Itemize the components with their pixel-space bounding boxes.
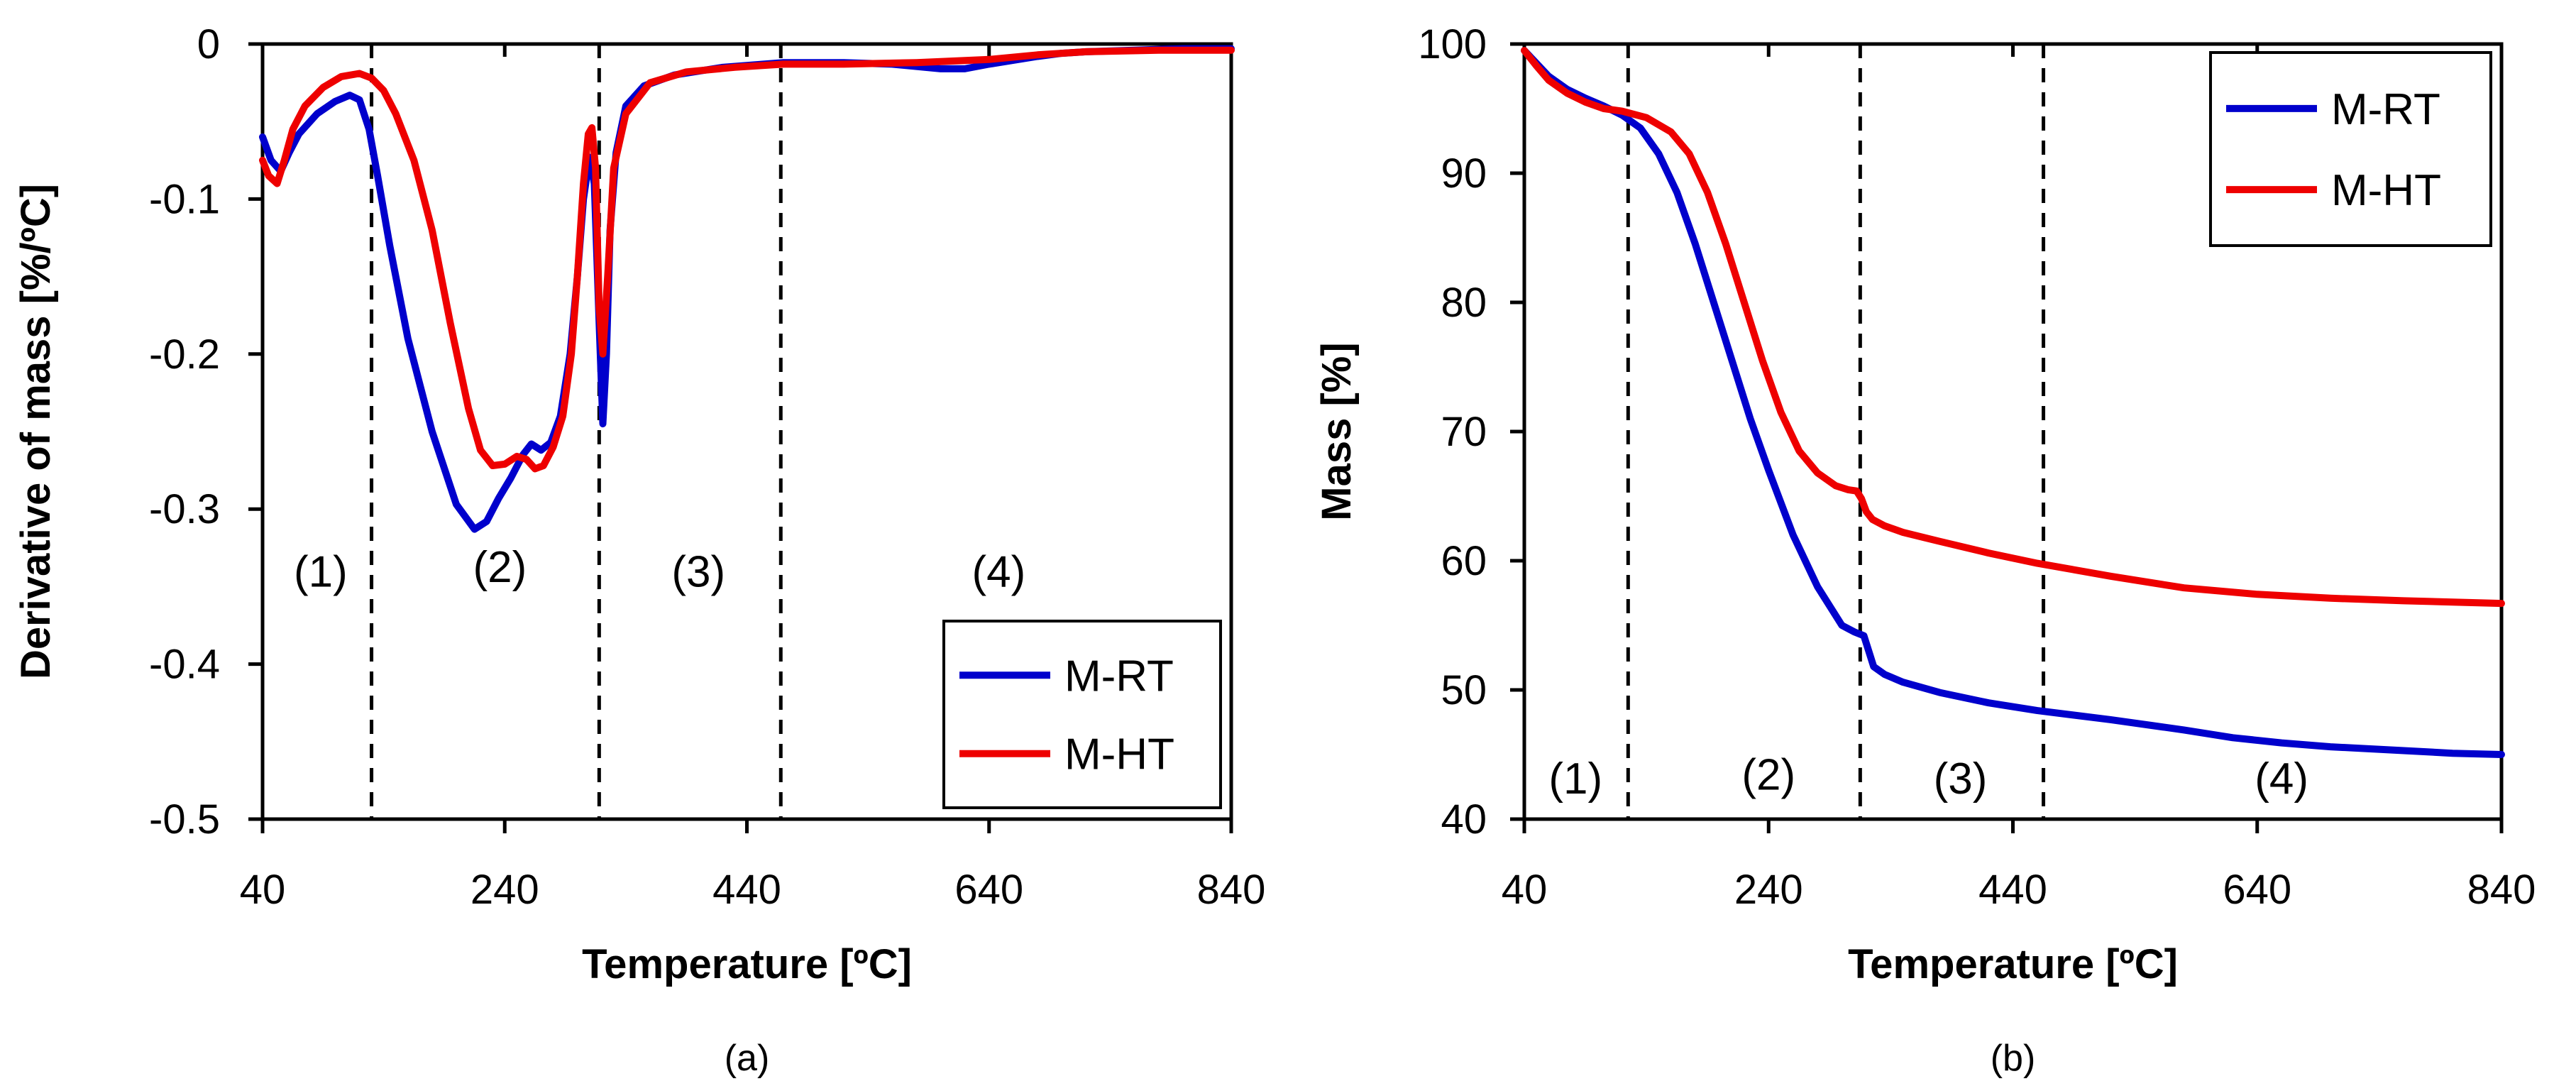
legend-label: M-RT [1064, 652, 1174, 701]
region-label: (1) [294, 548, 348, 597]
y-tick-label: 60 [1441, 538, 1487, 584]
chart-panel-b: 40 240 440 640 840 100 90 80 70 60 50 40 (1) (2) (3) (4… [1314, 21, 2536, 1079]
x-tick-label: 440 [1978, 867, 2047, 913]
x-tick-label: 840 [2467, 867, 2536, 913]
y-tick-label: -0.4 [149, 642, 220, 688]
y-axis-label: Mass [%] [1314, 342, 1360, 520]
y-tick-label: 50 [1441, 667, 1487, 713]
chart-panel-a: 40 240 440 640 840 0 -0.1 -0.2 -0.3 -0.4 -0.5 (1) (2… [13, 21, 1265, 1079]
y-tick-label: -0.1 [149, 176, 220, 222]
region-label: (2) [473, 543, 527, 592]
y-tick-label: -0.3 [149, 486, 220, 532]
y-tick-label: -0.5 [149, 796, 220, 843]
series-line-m-rt [259, 45, 1235, 533]
region-label: (2) [1741, 750, 1795, 799]
legend-box [942, 620, 1222, 809]
panel-caption: (a) [725, 1038, 770, 1079]
y-tick-label: 80 [1441, 280, 1487, 326]
legend-label: M-HT [1064, 730, 1174, 779]
y-tick-label: 40 [1441, 796, 1487, 843]
y-tick-label: 90 [1441, 150, 1487, 197]
region-label: (1) [1548, 755, 1602, 803]
y-tick-label: 100 [1418, 21, 1487, 67]
region-label: (4) [2255, 755, 2308, 803]
y-tick-label: -0.2 [149, 331, 220, 378]
region-label: (4) [972, 548, 1026, 597]
region-label: (3) [1934, 755, 1988, 803]
x-tick-label: 840 [1197, 867, 1266, 913]
legend-label: M-HT [2331, 166, 2441, 215]
panel-caption: (b) [1991, 1038, 2036, 1079]
x-tick-label: 240 [470, 867, 539, 913]
y-axis-label: Derivative of mass [%/ºC] [13, 184, 59, 679]
x-axis-label: Temperature [ºC] [582, 941, 912, 987]
legend-label: M-RT [2331, 85, 2440, 134]
region-label: (3) [671, 548, 725, 597]
y-tick-label: 70 [1441, 409, 1487, 455]
x-tick-label: 240 [1734, 867, 1803, 913]
series-line-m-ht [259, 46, 1235, 473]
x-axis-label: Temperature [ºC] [1848, 941, 2178, 987]
x-tick-label: 640 [2223, 867, 2291, 913]
x-tick-label: 440 [712, 867, 781, 913]
x-tick-label: 40 [240, 867, 286, 913]
series-line-m-ht [1521, 47, 2505, 608]
x-tick-label: 640 [954, 867, 1023, 913]
x-tick-label: 40 [1502, 867, 1548, 913]
legend-box [2209, 51, 2492, 247]
y-tick-label: 0 [197, 21, 220, 67]
